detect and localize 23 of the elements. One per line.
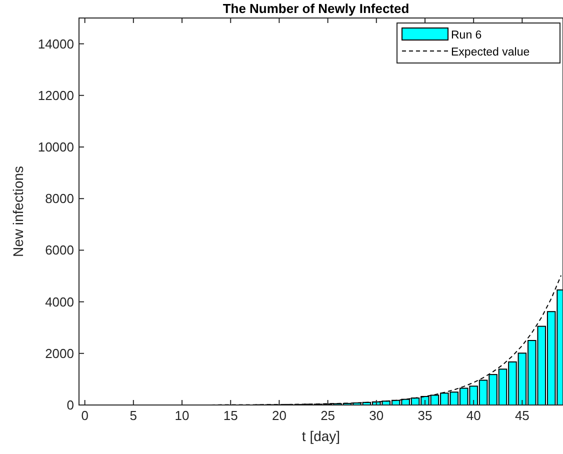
x-tick-label: 35 [418,408,432,423]
y-tick-label: 2000 [45,346,74,361]
x-tick-label: 20 [272,408,286,423]
y-tick-label: 0 [66,398,74,412]
x-tick-label: 45 [514,408,530,423]
y-axis-title: New infections [10,166,26,258]
x-tick-label: 40 [466,408,481,423]
x-tick-label: 30 [369,408,384,423]
y-tick-label: 8000 [45,191,74,206]
y-tick-label: 10000 [38,140,74,154]
legend-label: Run 6 [451,30,482,42]
y-tick-label: 4000 [45,294,74,310]
y-tick-label: 14000 [38,36,74,52]
legend-label: Expected value [451,46,530,58]
chart-title: The Number of Newly Infected [222,1,410,16]
y-tick-label: 6000 [45,242,74,258]
x-axis-title: t [day] [302,428,340,444]
x-tick-label: 10 [174,408,190,423]
x-tick-label: 15 [223,408,238,423]
y-tick-label: 12000 [38,88,74,103]
x-tick-label: 0 [81,408,88,423]
x-tick-label: 5 [130,408,138,423]
x-tick-label: 25 [320,408,336,423]
